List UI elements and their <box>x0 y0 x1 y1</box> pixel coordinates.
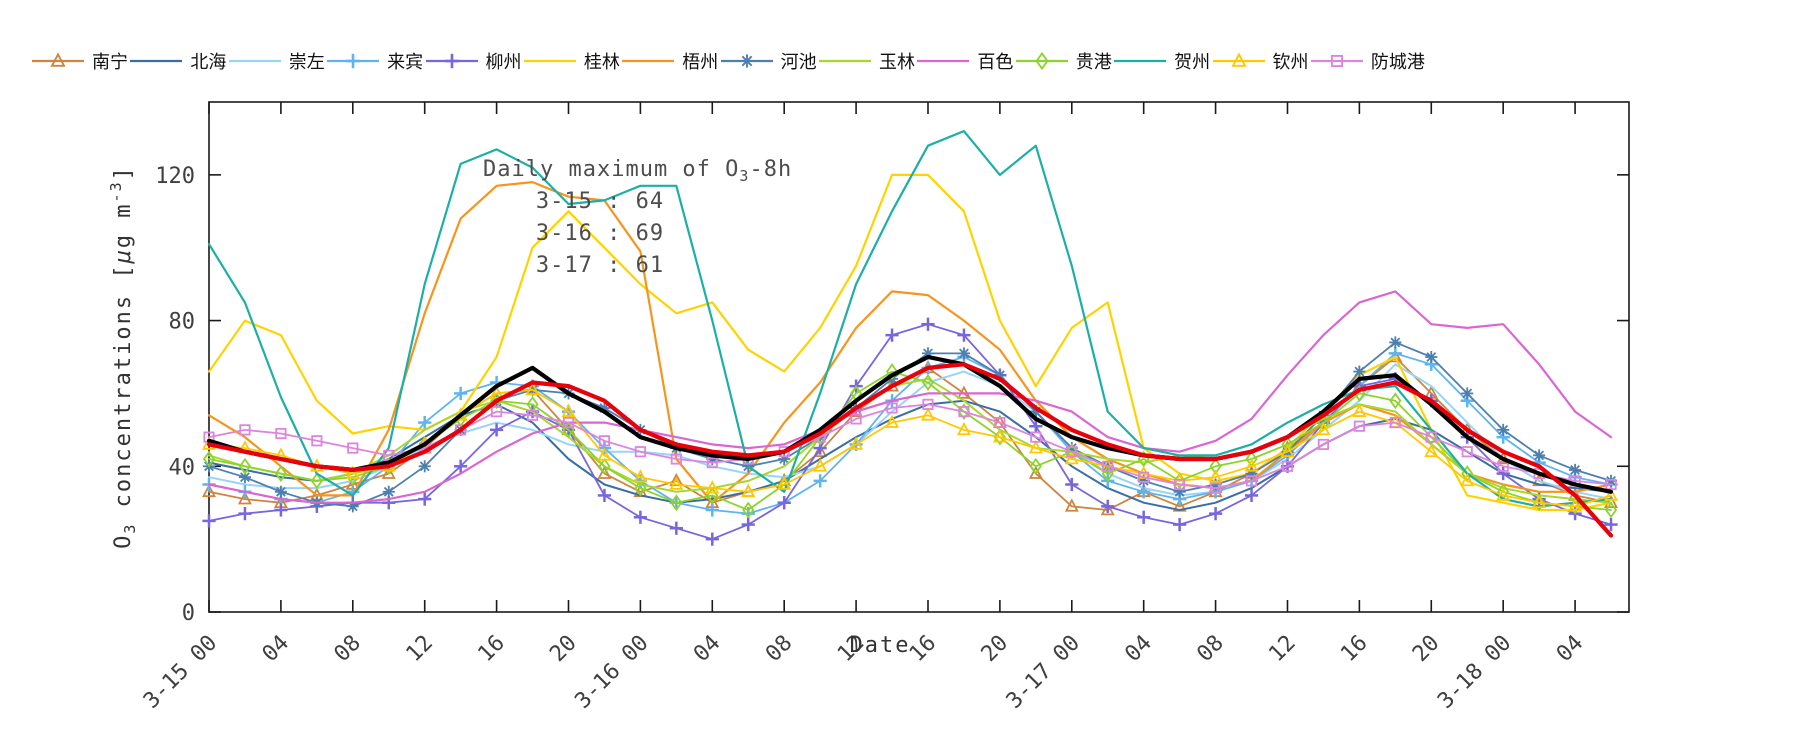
annotation-title: Daily maximum of O3-8h <box>483 157 792 185</box>
legend-item-4: 柳州 <box>424 48 522 74</box>
legend-label: 百色 <box>977 52 1014 73</box>
legend-label: 来宾 <box>387 52 424 73</box>
legend-label: 玉林 <box>879 52 915 73</box>
legend-label: 北海 <box>190 52 227 73</box>
legend-item-12: 钦州 <box>1211 48 1309 74</box>
x-tick-label: 04 <box>689 631 725 667</box>
x-tick-label: 3-17 00 <box>1002 631 1085 714</box>
legend-swatch-plus-icon <box>327 53 380 69</box>
x-tick-label: 16 <box>473 631 509 667</box>
x-tick-label: 3-18 00 <box>1433 631 1516 714</box>
y-tick-label: 0 <box>182 601 195 626</box>
legend-item-11: 贺州 <box>1112 48 1210 74</box>
legend-item-6: 梧州 <box>620 48 718 74</box>
legend-label: 南宁 <box>92 52 128 73</box>
x-tick-label: 08 <box>330 631 366 667</box>
legend-item-10: 贵港 <box>1014 48 1112 74</box>
legend-item-13: 防城港 <box>1309 48 1425 74</box>
legend-label: 河池 <box>780 52 817 73</box>
y-axis-label: O3 concentrations [μg m-3] <box>107 165 139 549</box>
x-tick-label: 12 <box>1264 631 1300 667</box>
y-tick-label: 40 <box>169 455 196 480</box>
x-tick-label: 20 <box>545 631 581 667</box>
series-line-13 <box>203 398 1617 494</box>
legend-label: 柳州 <box>485 52 522 73</box>
series-line-15 <box>206 362 1614 538</box>
legend-item-7: 河池 <box>719 48 817 74</box>
legend-item-2: 崇左 <box>227 48 325 74</box>
legend-swatch-none-icon <box>1114 59 1167 63</box>
annotation-daily-max: Daily maximum of O3-8h 3-15 : 64 3-16 : 69… <box>483 157 792 278</box>
legend-swatch-plus-icon <box>425 53 478 69</box>
legend-swatch-none-icon <box>523 59 576 63</box>
legend-swatch-asterisk-icon <box>720 54 773 68</box>
x-tick-label: 12 <box>402 631 438 667</box>
legend-swatch-none-icon <box>130 59 183 63</box>
series-line-6 <box>207 181 1613 504</box>
series-line-14 <box>206 354 1614 494</box>
legend-swatch-diamond-icon <box>1015 52 1068 70</box>
legend-item-3: 来宾 <box>325 48 423 74</box>
y-axis: 0 40 80 120 <box>155 164 1629 626</box>
annotation-entry: 3-15 : 64 <box>536 189 664 214</box>
legend-swatch-none-icon <box>917 59 970 63</box>
legend-swatch-square-icon <box>1310 54 1363 68</box>
annotation-entry: 3-16 : 69 <box>536 221 664 246</box>
x-tick-label: 3-16 00 <box>570 631 653 714</box>
legend-label: 桂林 <box>583 52 620 73</box>
legend-swatch-none-icon <box>819 59 871 63</box>
x-tick-label: 16 <box>1336 631 1372 667</box>
x-tick-label: 20 <box>1408 631 1444 667</box>
series-line-1 <box>208 399 1612 511</box>
legend-item-8: 玉林 <box>817 48 915 74</box>
y-tick-label: 120 <box>155 164 195 189</box>
x-tick-label: 08 <box>761 631 797 667</box>
legend-label: 贺州 <box>1174 52 1211 73</box>
x-axis-label: Date <box>850 633 911 658</box>
legend-swatch-none-icon <box>228 59 281 63</box>
x-tick-label: 08 <box>1192 631 1228 667</box>
x-tick-label: 04 <box>258 631 294 667</box>
legend-swatch-triangle-icon <box>1212 52 1265 67</box>
legend-item-0: 南宁 <box>30 48 128 74</box>
x-tick-label: 04 <box>1121 631 1157 667</box>
x-tick-label: 3-15 00 <box>139 631 222 714</box>
plot-box <box>208 101 1630 613</box>
x-tick-label: 20 <box>977 631 1013 667</box>
chart-legend: 南宁 北海 崇左 来宾 柳州 桂林 梧州 河池 玉林 百色 贵港 贺州 钦州 防城港 <box>30 48 1425 74</box>
annotation-entry: 3-17 : 61 <box>536 253 664 278</box>
legend-label: 防城港 <box>1370 52 1425 73</box>
legend-label: 梧州 <box>682 52 719 73</box>
legend-swatch-triangle-icon <box>32 52 84 67</box>
legend-swatch-none-icon <box>622 59 675 63</box>
legend-item-1: 北海 <box>128 48 226 74</box>
y-tick-label: 80 <box>169 310 196 335</box>
legend-label: 钦州 <box>1272 52 1309 73</box>
legend-label: 贵港 <box>1075 52 1112 73</box>
legend-item-9: 百色 <box>915 48 1013 74</box>
series-line-9 <box>207 290 1613 504</box>
x-tick-label: 04 <box>1552 631 1588 667</box>
series-line-8 <box>208 377 1612 504</box>
legend-label: 崇左 <box>288 52 325 73</box>
legend-item-5: 桂林 <box>522 48 620 74</box>
